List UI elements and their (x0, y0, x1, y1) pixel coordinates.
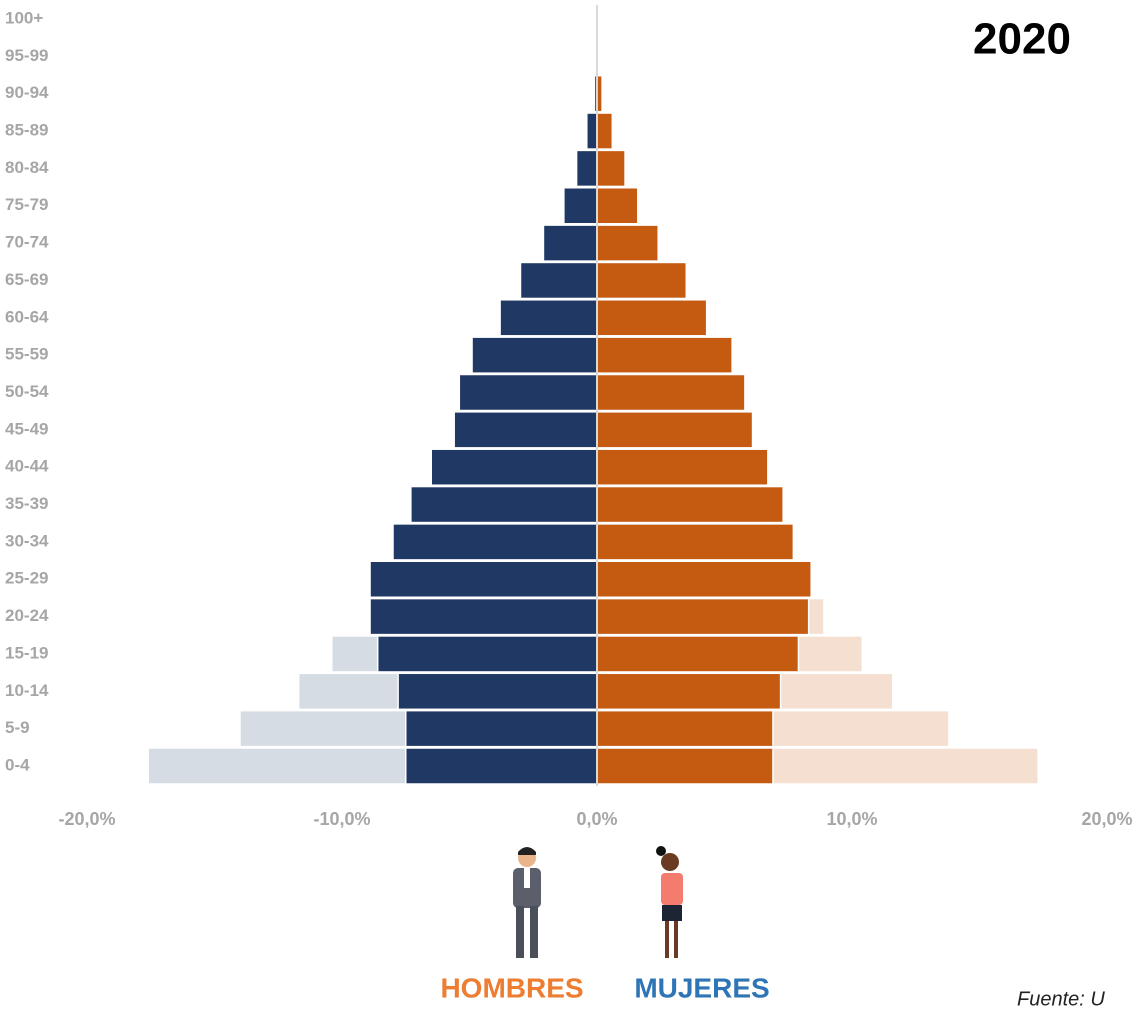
y-tick-label: 70-74 (5, 233, 49, 252)
bar (410, 485, 598, 524)
bar (596, 187, 639, 225)
x-tick-label: -20,0% (58, 809, 115, 829)
bar (596, 672, 782, 711)
x-tick-label: 10,0% (826, 809, 877, 829)
bar (563, 187, 598, 225)
bar (596, 224, 659, 262)
bar (519, 261, 598, 300)
bar (499, 299, 598, 337)
bar (596, 709, 774, 748)
bar (596, 597, 810, 636)
y-tick-label: 0-4 (5, 755, 30, 774)
bar (397, 672, 598, 711)
y-tick-label: 55-59 (5, 345, 48, 364)
source: Fuente: U (1017, 988, 1105, 1009)
bar (586, 112, 598, 150)
y-tick-label: 65-69 (5, 270, 48, 289)
y-tick-label: 10-14 (5, 681, 49, 700)
bar (453, 411, 598, 449)
man-icon (513, 847, 541, 958)
y-tick-label: 25-29 (5, 569, 48, 588)
bar (596, 560, 812, 598)
bar (596, 373, 746, 412)
bar (430, 448, 598, 486)
legend-label: MUJERES (634, 972, 769, 1003)
bar (405, 747, 598, 785)
y-tick-label: 60-64 (5, 307, 49, 326)
bar (596, 299, 708, 337)
y-tick-label: 5-9 (5, 718, 30, 737)
y-tick-label: 75-79 (5, 195, 48, 214)
bar (596, 747, 774, 785)
y-tick-label: 30-34 (5, 531, 49, 550)
bar (596, 261, 687, 300)
bar (376, 635, 598, 673)
bar (596, 523, 795, 561)
y-tick-label: 20-24 (5, 606, 49, 625)
y-tick-label: 85-89 (5, 121, 48, 140)
y-tick-label: 100+ (5, 8, 43, 27)
x-tick-label: 0,0% (576, 809, 617, 829)
bar (596, 336, 733, 374)
y-tick-label: 40-44 (5, 457, 49, 476)
y-tick-label: 50-54 (5, 382, 49, 401)
bar (596, 485, 784, 524)
bar (596, 411, 754, 449)
y-tick-label: 80-84 (5, 158, 49, 177)
bar (596, 448, 769, 486)
x-tick-label: 20,0% (1081, 809, 1132, 829)
bar (392, 523, 598, 561)
bar (542, 224, 598, 262)
y-tick-label: 45-49 (5, 419, 48, 438)
bar (369, 597, 598, 636)
bar (369, 560, 598, 598)
y-tick-label: 90-94 (5, 83, 49, 102)
bar (596, 635, 800, 673)
y-tick-label: 35-39 (5, 494, 48, 513)
woman-icon (656, 846, 683, 958)
bar (405, 709, 598, 748)
bar (596, 112, 614, 150)
legend-label: HOMBRES (440, 972, 583, 1003)
y-tick-label: 15-19 (5, 643, 48, 662)
bar (458, 373, 598, 412)
x-tick-label: -10,0% (313, 809, 370, 829)
bar (596, 149, 626, 188)
chart-title: 2020 (973, 15, 1071, 64)
bar (575, 149, 598, 188)
bar (471, 336, 598, 374)
y-tick-label: 95-99 (5, 46, 48, 65)
